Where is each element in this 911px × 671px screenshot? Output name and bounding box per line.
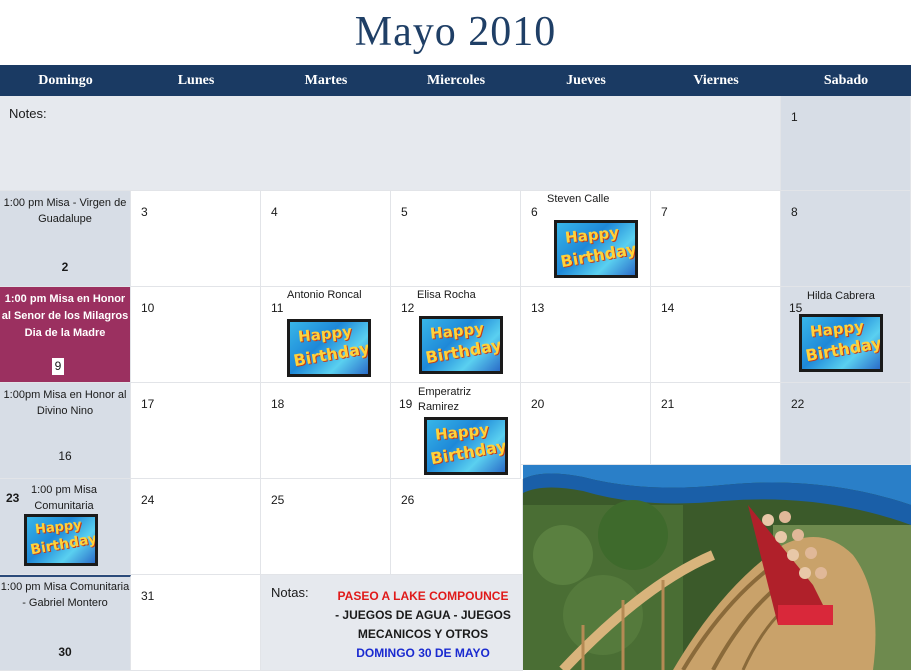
weekday-sunday: Domingo: [38, 73, 93, 88]
weekday-thursday: Jueves: [566, 73, 606, 88]
event-text: 1:00 pm Misa Comunitaria - Gabriel Monte…: [0, 581, 130, 609]
day-number: 31: [141, 589, 155, 603]
notas-line: PASEO A LAKE COMPOUNCE: [337, 589, 509, 603]
day-cell-13[interactable]: 13: [521, 287, 651, 383]
day-cell-16[interactable]: 1:00pm Misa en Honor al Divino Nino 16: [0, 383, 131, 479]
day-cell-22[interactable]: 22: [781, 383, 911, 465]
day-number: 2: [61, 260, 69, 274]
day-number: 15: [789, 301, 803, 315]
birthday-name: Steven Calle: [547, 193, 610, 205]
day-number: 10: [141, 301, 155, 315]
day-cell-9[interactable]: 1:00 pm Misa en Honor al Senor de los Mi…: [0, 287, 131, 383]
day-number: 22: [791, 397, 805, 411]
day-cell-14[interactable]: 14: [651, 287, 781, 383]
day-number: 19: [399, 397, 413, 411]
birthday-card-image: Happy Birthday!: [24, 514, 98, 566]
event-text: 1:00 pm Misa - Virgen de Guadalupe: [3, 197, 127, 225]
roller-coaster-illustration: [523, 465, 911, 670]
day-number: 12: [401, 301, 415, 315]
birthday-name: Elisa Rocha: [417, 289, 476, 301]
day-cell-4[interactable]: 4: [261, 191, 391, 287]
day-cell-12[interactable]: 12 Elisa Rocha Happy Birthday!: [391, 287, 521, 383]
day-number: 4: [271, 205, 278, 219]
day-number: 21: [661, 397, 675, 411]
day-cell-1[interactable]: 1: [781, 96, 911, 191]
birthday-card-image: Happy Birthday!: [419, 316, 503, 374]
day-cell-31[interactable]: 31: [131, 575, 261, 671]
birthday-card-image: Happy Birthday!: [799, 314, 883, 372]
notas-body: PASEO A LAKE COMPOUNCE - JUEGOS DE AGUA …: [323, 587, 523, 663]
day-number: 18: [271, 397, 285, 411]
day-number: 5: [401, 205, 408, 219]
day-cell-17[interactable]: 17: [131, 383, 261, 479]
day-cell-21[interactable]: 21: [651, 383, 781, 465]
day-number: 17: [141, 397, 155, 411]
day-cell-23[interactable]: 23 1:00 pm Misa Comunitaria Happy Birthda…: [0, 479, 131, 575]
day-cell-8[interactable]: 8: [781, 191, 911, 287]
day-number: 6: [531, 205, 538, 219]
birthday-card-image: Happy Birthday!: [287, 319, 371, 377]
weekday-monday: Lunes: [177, 73, 215, 88]
event-text: 1:00 pm Misa Comunitaria: [30, 484, 98, 512]
weekday-saturday: Sabado: [823, 73, 869, 88]
day-cell-24[interactable]: 24: [131, 479, 261, 575]
day-number: 23: [6, 491, 20, 505]
day-cell-5[interactable]: 5: [391, 191, 521, 287]
day-cell-20[interactable]: 20: [521, 383, 651, 465]
day-cell-26[interactable]: 26: [391, 479, 523, 575]
birthday-card-image: Happy Birthday!: [554, 220, 638, 278]
notas-cell: Notas: PASEO A LAKE COMPOUNCE - JUEGOS D…: [261, 575, 523, 671]
notes-cell: Notes:: [0, 96, 781, 191]
day-number: 24: [141, 493, 155, 507]
event-text: 1:00 pm Misa en Honor al Senor de los Mi…: [1, 293, 129, 339]
birthday-name: Emperatriz Ramirez: [418, 386, 472, 413]
day-number: 26: [401, 493, 415, 507]
day-cell-7[interactable]: 7: [651, 191, 781, 287]
day-cell-10[interactable]: 10: [131, 287, 261, 383]
day-number: 11: [271, 301, 284, 315]
day-cell-15[interactable]: 15 Hilda Cabrera Happy Birthday!: [781, 287, 911, 383]
notes-label: Notes:: [9, 106, 47, 121]
day-number: 13: [531, 301, 545, 315]
event-text: 1:00pm Misa en Honor al Divino Nino: [3, 389, 127, 417]
notas-line: DOMINGO 30 DE MAYO: [356, 646, 490, 660]
day-cell-3[interactable]: 3: [131, 191, 261, 287]
day-number: 16: [58, 449, 72, 463]
day-cell-19[interactable]: 19 Emperatriz Ramirez Happy Birthday!: [391, 383, 521, 479]
day-cell-30[interactable]: 1:00 pm Misa Comunitaria - Gabriel Monte…: [0, 575, 131, 671]
day-cell-6[interactable]: 6 Steven Calle Happy Birthday!: [521, 191, 651, 287]
day-cell-11[interactable]: 11 Antonio Roncal Happy Birthday!: [261, 287, 391, 383]
day-number: 3: [141, 205, 148, 219]
birthday-name: Hilda Cabrera: [807, 290, 875, 302]
notas-line: - JUEGOS DE AGUA - JUEGOS MECANICOS Y OT…: [335, 608, 511, 641]
calendar-title: Mayo 2010: [354, 9, 557, 55]
weekday-header: Domingo Lunes Martes Miercoles Jueves Vi…: [0, 65, 911, 96]
day-number: 9: [52, 358, 64, 375]
day-number: 8: [791, 205, 798, 219]
day-cell-2[interactable]: 1:00 pm Misa - Virgen de Guadalupe 2: [0, 191, 131, 287]
day-cell-18[interactable]: 18: [261, 383, 391, 479]
weekday-friday: Viernes: [693, 73, 739, 88]
day-number: 14: [661, 301, 675, 315]
weekday-wednesday: Miercoles: [426, 73, 486, 88]
roller-coaster-photo: [523, 465, 911, 670]
notas-label: Notas:: [271, 585, 309, 600]
day-cell-25[interactable]: 25: [261, 479, 391, 575]
day-number: 20: [531, 397, 545, 411]
day-number: 7: [661, 205, 668, 219]
day-number: 25: [271, 493, 285, 507]
birthday-name: Antonio Roncal: [287, 289, 362, 301]
day-number: 30: [58, 645, 72, 659]
weekday-tuesday: Martes: [304, 73, 348, 88]
birthday-card-image: Happy Birthday!: [424, 417, 508, 475]
day-number: 1: [791, 110, 798, 124]
